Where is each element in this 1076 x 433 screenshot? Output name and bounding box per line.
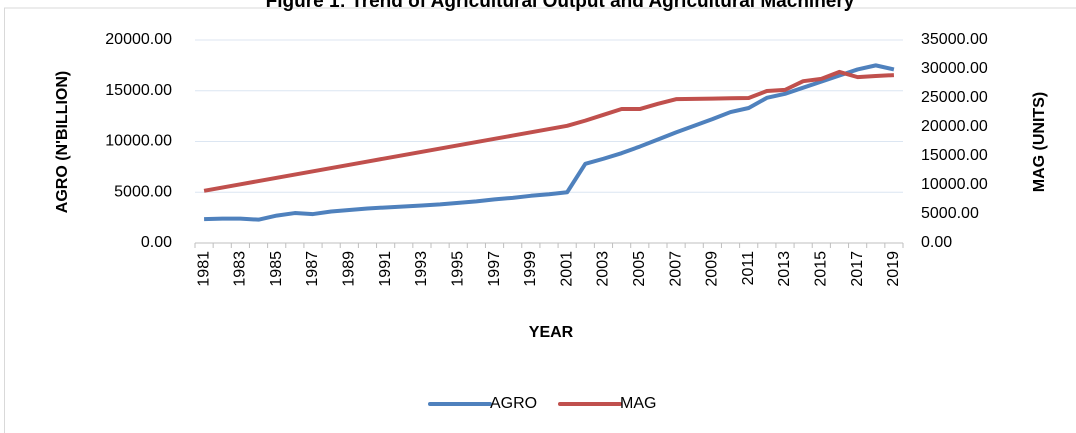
- y-axis-title: AGRO (N'BILLION): [54, 71, 71, 213]
- y-tick-label: 20000.00: [105, 31, 172, 48]
- legend-label: MAG: [620, 395, 656, 412]
- y2-tick-label: 0.00: [921, 234, 952, 251]
- x-tick-label: 2015: [813, 251, 830, 287]
- y2-axis-title: MAG (UNITS): [1031, 92, 1048, 192]
- x-tick-label: 1989: [341, 251, 358, 287]
- x-tick-label: 2013: [776, 251, 793, 287]
- x-axis-title: YEAR: [529, 324, 574, 341]
- x-tick-label: 1995: [449, 251, 466, 287]
- x-tick-label: 2005: [631, 251, 648, 287]
- x-tick-label: 2007: [667, 251, 684, 287]
- y-tick-label: 10000.00: [105, 133, 172, 150]
- chart-frame: [4, 7, 1076, 433]
- y-tick-label: 15000.00: [105, 82, 172, 99]
- series-line: [203, 69, 895, 193]
- x-tick-label: 2011: [740, 251, 757, 286]
- x-tick-label: 1983: [232, 251, 249, 287]
- y2-tick-label: 25000.00: [921, 89, 988, 106]
- x-tick-label: 2009: [704, 251, 721, 287]
- y-tick-label: 5000.00: [114, 183, 172, 200]
- x-tick-label: 2003: [595, 251, 612, 287]
- x-tick-label: 1999: [522, 251, 539, 287]
- y2-tick-label: 35000.00: [921, 31, 988, 48]
- y2-tick-label: 5000.00: [921, 205, 979, 222]
- x-tick-label: 1987: [304, 251, 321, 287]
- x-tick-label: 1981: [195, 251, 212, 287]
- x-tick-label: 2019: [885, 251, 902, 287]
- y2-tick-label: 30000.00: [921, 60, 988, 77]
- y-tick-label: 0.00: [141, 234, 172, 251]
- chart-title: Figure 1: Trend of Agricultural Output a…: [266, 0, 855, 12]
- x-tick-label: 1997: [486, 251, 503, 287]
- y2-tick-label: 15000.00: [921, 147, 988, 164]
- x-tick-label: 2001: [558, 251, 575, 287]
- x-tick-label: 2017: [849, 251, 866, 287]
- x-tick-label: 1993: [413, 251, 430, 287]
- legend-label: AGRO: [490, 395, 537, 412]
- x-tick-label: 1991: [377, 251, 394, 287]
- y2-tick-label: 10000.00: [921, 176, 988, 193]
- y2-tick-label: 20000.00: [921, 118, 988, 135]
- x-tick-label: 1985: [268, 251, 285, 287]
- series-line: [204, 63, 895, 222]
